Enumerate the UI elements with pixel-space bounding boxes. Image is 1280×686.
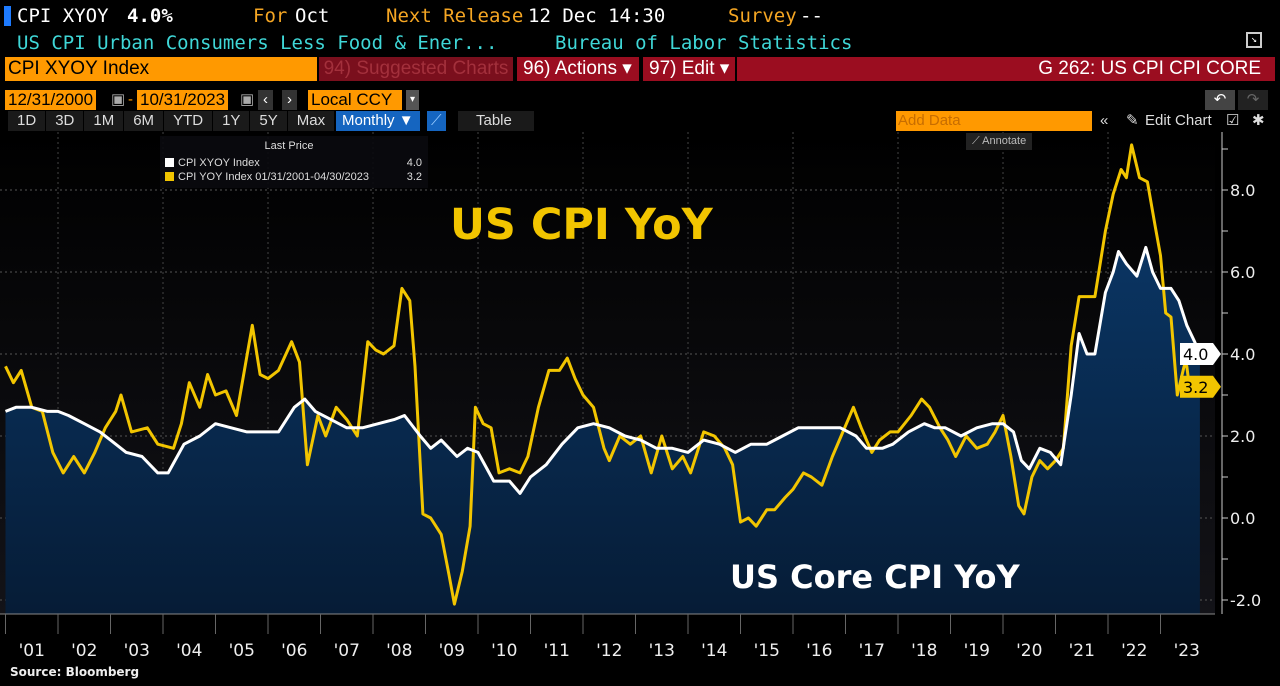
period-1d[interactable]: 1D <box>8 111 46 131</box>
headline-last-value-label: 3.2 <box>1183 378 1208 397</box>
period-6m[interactable]: 6M <box>124 111 164 131</box>
legend-value: 3.2 <box>406 171 422 183</box>
add-data-input[interactable]: Add Data <box>896 111 1092 131</box>
table-button[interactable]: Table <box>458 111 534 131</box>
end-calendar-icon[interactable]: ▣ <box>240 91 255 108</box>
x-tick-label: '05 <box>229 641 255 661</box>
pencil-icon: ✎ <box>1126 112 1139 129</box>
legend-value: 4.0 <box>406 157 422 169</box>
x-tick-label: '16 <box>806 641 832 661</box>
period-ytd[interactable]: YTD <box>164 111 213 131</box>
x-tick-label: '14 <box>701 641 727 661</box>
x-tick-label: '19 <box>964 641 990 661</box>
period-max[interactable]: Max <box>287 111 335 131</box>
pop-out-icon[interactable]: ↘ <box>1246 32 1262 48</box>
legend: Last Price CPI XYOY Index 4.0 CPI YOY In… <box>160 136 428 188</box>
annotation-core: US Core CPI YoY <box>730 558 1020 596</box>
x-tick-label: '04 <box>176 641 202 661</box>
edit-chart-button[interactable]: Edit Chart <box>1145 112 1212 129</box>
prev-button[interactable]: ‹ <box>258 90 273 110</box>
chart-area: 8.0 6.0 4.0 2.0 0.0 -2.0 '01 '02 '03 '04 '05 '06 '07… <box>0 132 1261 661</box>
security-field[interactable]: CPI XYOY Index <box>5 57 317 81</box>
settings-gear-icon[interactable]: ✱ <box>1252 112 1265 129</box>
x-tick-label: '21 <box>1069 641 1095 661</box>
x-tick-label: '01 <box>19 641 45 661</box>
data-source: Bureau of Labor Statistics <box>555 32 853 54</box>
x-tick-label: '22 <box>1121 641 1147 661</box>
x-tick-label: '06 <box>281 641 307 661</box>
y-tick-label: -2.0 <box>1230 591 1261 610</box>
last-value: 4.0% <box>127 5 173 27</box>
security-marker <box>4 6 11 26</box>
redo-icon[interactable]: ↷ <box>1238 90 1268 110</box>
chart-title: G 262: US CPI CPI CORE <box>737 57 1275 81</box>
edit-menu[interactable]: 97) Edit ▾ <box>643 57 735 81</box>
x-tick-label: '12 <box>596 641 622 661</box>
core-cpi-line <box>4 245 1202 495</box>
for-value: Oct <box>295 5 330 27</box>
x-tick-label: '17 <box>859 641 885 661</box>
collapse-icon[interactable]: « <box>1100 112 1109 129</box>
period-5y[interactable]: 5Y <box>250 111 287 131</box>
next-release-label: Next Release <box>386 5 524 27</box>
headline-last-value-tag <box>1180 375 1221 398</box>
x-tick-label: '13 <box>649 641 675 661</box>
y-tick-label: 0.0 <box>1230 509 1255 528</box>
x-tick-label: '10 <box>491 641 517 661</box>
legend-swatch-white <box>165 158 174 167</box>
x-tick-label: '02 <box>71 641 97 661</box>
x-tick-label: '23 <box>1174 641 1200 661</box>
legend-item-headline[interactable]: CPI YOY Index 01/31/2001-04/30/2023 3.2 <box>160 170 428 184</box>
currency-dropdown-icon[interactable]: ▾ <box>406 90 420 110</box>
annotation-headline: US CPI YoY <box>450 200 713 250</box>
x-tick-label: '20 <box>1016 641 1042 661</box>
start-calendar-icon[interactable]: ▣ <box>111 91 126 108</box>
currency-select[interactable]: Local CCY <box>308 90 402 110</box>
edit-layout-icon[interactable]: ☑ <box>1226 112 1240 129</box>
line-chart-icon[interactable]: ⟋ <box>427 111 446 131</box>
y-tick-label: 2.0 <box>1230 427 1255 446</box>
survey-value: -- <box>800 5 823 27</box>
period-3d[interactable]: 3D <box>46 111 84 131</box>
y-tick-label: 4.0 <box>1230 345 1255 364</box>
core-cpi-area <box>5 247 1200 614</box>
x-tick-label: '07 <box>334 641 360 661</box>
source-note: Source: Bloomberg <box>10 665 140 679</box>
legend-label: CPI YOY Index 01/31/2001-04/30/2023 <box>178 171 370 183</box>
annotate-button[interactable]: ⟋ Annotate <box>966 133 1033 150</box>
frequency-select[interactable]: Monthly ▼ <box>336 111 420 131</box>
for-label: For <box>253 5 288 27</box>
next-button[interactable]: › <box>282 90 297 110</box>
ticker: CPI XYOY <box>17 5 109 27</box>
start-date-field[interactable]: 12/31/2000 <box>5 90 97 110</box>
x-tick-label: '18 <box>911 641 937 661</box>
x-tick-label: '11 <box>544 641 570 661</box>
suggested-charts-button[interactable]: 94) Suggested Charts <box>319 57 513 81</box>
x-tick-label: '08 <box>386 641 412 661</box>
y-tick-label: 8.0 <box>1230 181 1255 200</box>
headline-cpi-line <box>4 143 1191 606</box>
legend-header: Last Price <box>264 140 314 152</box>
undo-icon[interactable]: ↶ <box>1205 90 1235 110</box>
y-tick-label: 6.0 <box>1230 263 1255 282</box>
actions-menu[interactable]: 96) Actions ▾ <box>517 57 639 81</box>
x-tick-label: '09 <box>439 641 465 661</box>
period-1y[interactable]: 1Y <box>213 111 250 131</box>
period-buttons: 1D 3D 1M 6M YTD 1Y 5Y Max <box>8 111 335 131</box>
annotate-label: Annotate <box>982 135 1027 147</box>
date-separator: - <box>128 91 133 108</box>
period-1m[interactable]: 1M <box>84 111 124 131</box>
legend-item-core[interactable]: CPI XYOY Index 4.0 <box>160 156 428 170</box>
core-last-value-tag <box>1180 343 1221 365</box>
annotate-pencil-icon: ⟋ <box>972 135 983 147</box>
legend-swatch-yellow <box>165 172 174 181</box>
survey-label: Survey <box>728 5 797 27</box>
x-tick-label: '03 <box>124 641 150 661</box>
legend-label: CPI XYOY Index <box>178 157 260 169</box>
core-last-value-label: 4.0 <box>1183 345 1208 364</box>
description: US CPI Urban Consumers Less Food & Ener.… <box>17 32 498 54</box>
next-release-value: 12 Dec 14:30 <box>528 5 666 27</box>
x-tick-label: '15 <box>754 641 780 661</box>
end-date-field[interactable]: 10/31/2023 <box>137 90 229 110</box>
